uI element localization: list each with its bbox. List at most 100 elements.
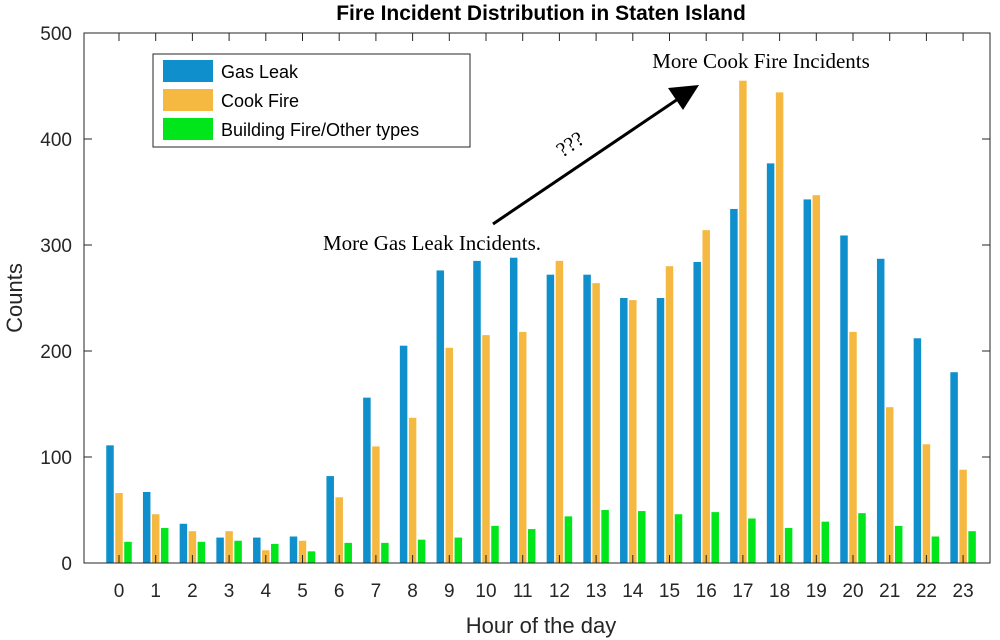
x-tick-label: 21 xyxy=(879,581,900,602)
bar-cook-fire-hour-20 xyxy=(849,331,857,563)
x-tick-label: 17 xyxy=(732,581,753,602)
bar-cook-fire-hour-13 xyxy=(592,283,600,563)
bar-gas-leak-hour-1 xyxy=(142,491,151,563)
bar-building-fire-other-types-hour-15 xyxy=(674,514,683,563)
bar-gas-leak-hour-7 xyxy=(363,397,371,563)
chart-title: Fire Incident Distribution in Staten Isl… xyxy=(336,2,746,25)
bar-gas-leak-hour-3 xyxy=(216,537,224,563)
annotation-cook-fire: More Cook Fire Incidents xyxy=(652,49,870,73)
bar-gas-leak-hour-18 xyxy=(766,163,775,563)
bar-building-fire-other-types-hour-11 xyxy=(527,529,536,563)
y-tick-label: 300 xyxy=(40,236,72,257)
y-axis-ticks: 0 100 200 300 400 500 xyxy=(40,24,990,575)
bar-building-fire-other-types-hour-4 xyxy=(271,543,279,563)
bar-gas-leak-hour-2 xyxy=(179,523,188,563)
x-tick-label: 4 xyxy=(261,581,272,602)
x-tick-label: 2 xyxy=(187,581,198,602)
bar-cook-fire-hour-0 xyxy=(115,493,123,563)
bar-gas-leak-hour-20 xyxy=(840,235,848,563)
bar-cook-fire-hour-18 xyxy=(775,92,784,564)
y-tick-label: 400 xyxy=(40,130,72,151)
legend-swatch-gas-leak xyxy=(163,60,213,82)
bar-building-fire-other-types-hour-18 xyxy=(784,528,793,563)
legend: Gas Leak Cook Fire Building Fire/Other t… xyxy=(152,53,471,148)
bar-cook-fire-hour-9 xyxy=(445,347,454,563)
x-tick-label: 15 xyxy=(659,581,680,602)
bar-gas-leak-hour-13 xyxy=(583,274,591,563)
bar-building-fire-other-types-hour-9 xyxy=(454,537,463,563)
bar-cook-fire-hour-12 xyxy=(555,260,564,563)
bar-building-fire-other-types-hour-10 xyxy=(491,525,499,563)
x-tick-label: 13 xyxy=(586,581,607,602)
legend-label-cook-fire: Cook Fire xyxy=(221,91,299,111)
x-tick-label: 0 xyxy=(114,581,125,602)
x-tick-label: 20 xyxy=(842,581,863,602)
x-tick-label: 6 xyxy=(334,581,345,602)
bar-gas-leak-hour-23 xyxy=(950,372,958,563)
bar-building-fire-other-types-hour-2 xyxy=(197,541,206,563)
bar-gas-leak-hour-8 xyxy=(399,345,408,563)
x-tick-label: 22 xyxy=(916,581,937,602)
bar-building-fire-other-types-hour-14 xyxy=(638,511,646,563)
bar-gas-leak-hour-10 xyxy=(473,260,481,563)
legend-swatch-building-fire xyxy=(163,118,213,140)
bar-gas-leak-hour-19 xyxy=(803,199,812,564)
bar-building-fire-other-types-hour-13 xyxy=(601,510,609,563)
bar-cook-fire-hour-23 xyxy=(959,469,967,563)
bar-building-fire-other-types-hour-8 xyxy=(417,539,426,563)
annotation-arrow-line xyxy=(492,97,679,226)
y-tick-label: 0 xyxy=(61,554,72,575)
y-tick-label: 100 xyxy=(40,448,72,469)
bar-building-fire-other-types-hour-16 xyxy=(711,512,719,563)
x-tick-label: 5 xyxy=(297,581,308,602)
bar-building-fire-other-types-hour-0 xyxy=(124,541,132,563)
bar-cook-fire-hour-2 xyxy=(188,531,197,563)
bar-cook-fire-hour-5 xyxy=(298,540,307,563)
x-tick-label: 23 xyxy=(953,581,974,602)
bar-gas-leak-hour-6 xyxy=(326,476,334,563)
x-tick-label: 18 xyxy=(769,581,790,602)
legend-label-building-fire: Building Fire/Other types xyxy=(221,120,419,140)
bar-building-fire-other-types-hour-1 xyxy=(160,528,169,563)
bar-cook-fire-hour-21 xyxy=(885,407,894,563)
bar-building-fire-other-types-hour-20 xyxy=(858,513,866,563)
legend-label-gas-leak: Gas Leak xyxy=(221,62,299,82)
bar-cook-fire-hour-1 xyxy=(151,514,160,563)
bar-gas-leak-hour-5 xyxy=(289,536,298,563)
bar-cook-fire-hour-22 xyxy=(922,444,931,563)
bar-building-fire-other-types-hour-23 xyxy=(968,531,976,563)
bar-cook-fire-hour-19 xyxy=(812,195,821,563)
bar-gas-leak-hour-11 xyxy=(509,257,518,563)
annotation-arrow-head xyxy=(668,85,699,110)
bar-building-fire-other-types-hour-19 xyxy=(821,521,830,563)
bar-cook-fire-hour-15 xyxy=(665,266,674,563)
bar-building-fire-other-types-hour-6 xyxy=(344,542,352,563)
bar-cook-fire-hour-10 xyxy=(482,335,490,563)
x-tick-label: 10 xyxy=(475,581,496,602)
annotations: More Gas Leak Incidents. More Cook Fire … xyxy=(323,49,870,255)
annotation-question: ??? xyxy=(552,126,589,162)
bar-gas-leak-hour-12 xyxy=(546,274,555,563)
bar-gas-leak-hour-17 xyxy=(730,208,738,563)
bar-gas-leak-hour-9 xyxy=(436,270,445,563)
bars xyxy=(106,80,976,564)
bar-cook-fire-hour-17 xyxy=(739,80,747,563)
x-tick-label: 7 xyxy=(371,581,382,602)
y-axis-label: Counts xyxy=(2,263,27,333)
bar-building-fire-other-types-hour-12 xyxy=(564,516,573,563)
x-tick-label: 1 xyxy=(150,581,161,602)
x-axis-ticks: 0 1 2 3 4 5 6 7 8 9 10 11 12 13 14 15 16 17 18 19 20 21 22 23 xyxy=(114,33,974,602)
x-tick-label: 11 xyxy=(513,581,533,602)
bar-building-fire-other-types-hour-22 xyxy=(931,536,940,563)
x-tick-label: 14 xyxy=(622,581,644,602)
x-tick-label: 19 xyxy=(806,581,827,602)
bar-gas-leak-hour-0 xyxy=(106,445,114,563)
bar-gas-leak-hour-15 xyxy=(656,298,665,563)
x-tick-label: 12 xyxy=(549,581,570,602)
bar-gas-leak-hour-22 xyxy=(913,338,922,563)
x-tick-label: 3 xyxy=(224,581,235,602)
annotation-gas-leak: More Gas Leak Incidents. xyxy=(323,231,541,255)
bar-building-fire-other-types-hour-21 xyxy=(894,525,903,563)
x-axis-label: Hour of the day xyxy=(466,613,616,638)
